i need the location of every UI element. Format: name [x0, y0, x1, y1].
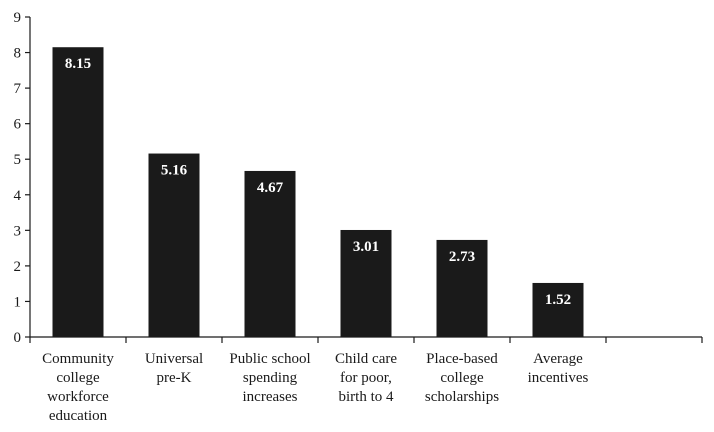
- x-category-label: Average: [533, 351, 583, 367]
- bar: [340, 229, 392, 337]
- y-tick-label: 9: [14, 10, 22, 26]
- x-category-label: college: [56, 370, 100, 386]
- x-category-label: education: [49, 408, 108, 424]
- y-tick-label: 6: [14, 117, 22, 133]
- x-category-label: Community: [42, 351, 114, 367]
- bar-value-label: 3.01: [353, 239, 379, 255]
- bar-value-label: 5.16: [161, 163, 188, 179]
- x-category-label: incentives: [528, 370, 589, 386]
- x-category-label: scholarships: [425, 389, 499, 405]
- x-axis: [29, 336, 703, 343]
- x-category-label: increases: [243, 389, 298, 405]
- x-category-label: Place-based: [426, 351, 498, 367]
- bar-value-label: 4.67: [257, 180, 284, 196]
- y-tick-label: 5: [14, 152, 22, 168]
- y-axis: 0 1 2 3 4 5 6 7 8 9: [14, 10, 31, 346]
- y-tick-label: 8: [14, 46, 22, 62]
- y-tick-label: 3: [14, 223, 22, 239]
- bar: [52, 47, 104, 337]
- bar: [436, 239, 488, 337]
- bar-value-label: 2.73: [449, 249, 475, 265]
- bar-value-label: 1.52: [545, 292, 571, 308]
- category-labels: Community college workforce education Univer…: [42, 351, 588, 424]
- y-tick-label: 0: [14, 330, 22, 346]
- x-category-label: birth to 4: [339, 389, 394, 405]
- x-category-label: workforce: [47, 389, 109, 405]
- x-category-label: pre-K: [157, 370, 192, 386]
- y-tick-label: 7: [14, 81, 22, 97]
- bar: [244, 170, 296, 337]
- x-category-label: for poor,: [340, 370, 392, 386]
- bar: [532, 282, 584, 337]
- bars: [52, 47, 584, 337]
- x-category-label: Child care: [335, 351, 397, 367]
- x-category-label: Public school: [229, 351, 310, 367]
- x-category-label: spending: [243, 370, 298, 386]
- x-category-label: Universal: [145, 351, 203, 367]
- y-tick-label: 4: [14, 188, 22, 204]
- y-tick-label: 1: [14, 294, 22, 310]
- value-labels: 8.15 5.16 4.67 3.01 2.73 1.52: [65, 56, 571, 308]
- y-tick-label: 2: [14, 259, 22, 275]
- bar-value-label: 8.15: [65, 56, 91, 72]
- x-category-label: college: [440, 370, 484, 386]
- bar: [148, 153, 200, 337]
